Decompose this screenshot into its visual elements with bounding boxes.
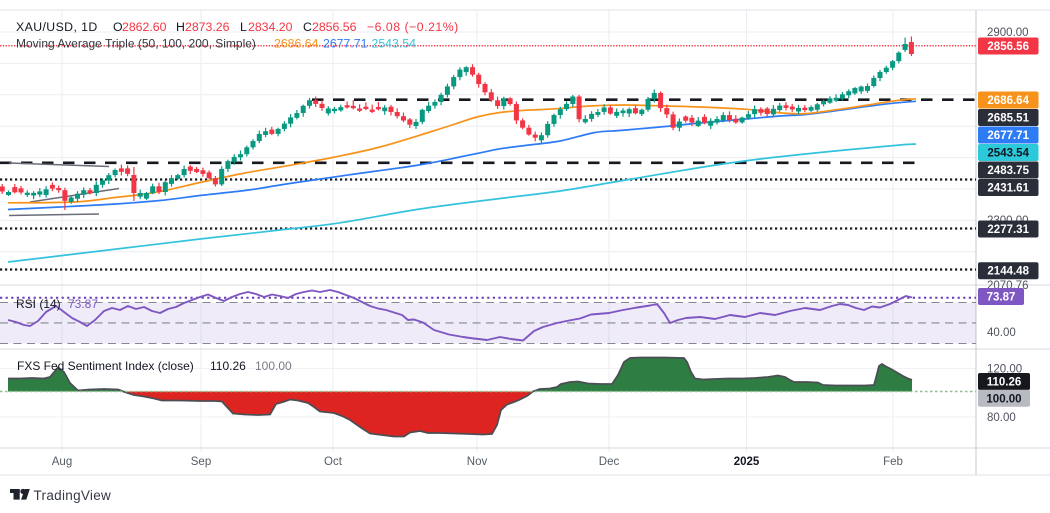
svg-text:Dec: Dec [599,456,620,468]
svg-text:2873.26: 2873.26 [185,20,230,34]
svg-text:Nov: Nov [467,456,488,468]
svg-text:2856.56: 2856.56 [987,41,1029,53]
svg-text:2025: 2025 [734,456,760,468]
svg-text:80.00: 80.00 [987,412,1016,424]
svg-text:O: O [113,20,123,34]
svg-text:2900.00: 2900.00 [987,27,1029,39]
svg-text:2431.61: 2431.61 [987,183,1029,195]
svg-text:2686.64: 2686.64 [274,37,319,51]
svg-text:2144.48: 2144.48 [987,266,1029,278]
svg-text:RSI (14): RSI (14) [16,297,61,311]
svg-text:73.87: 73.87 [68,297,98,311]
svg-text:2677.71: 2677.71 [323,37,368,51]
svg-text:2834.20: 2834.20 [248,20,293,34]
svg-text:Moving Average Triple (50, 100: Moving Average Triple (50, 100, 200, Sim… [16,37,256,51]
svg-text:Sep: Sep [191,456,211,468]
svg-text:120.00: 120.00 [987,364,1022,376]
svg-text:Aug: Aug [52,456,72,468]
svg-text:2677.71: 2677.71 [987,130,1029,142]
svg-text:XAU/USD, 1D: XAU/USD, 1D [16,20,98,34]
svg-text:−6.08 (−0.21%): −6.08 (−0.21%) [367,20,459,34]
svg-text:100.00: 100.00 [255,359,292,373]
svg-text:L: L [240,20,247,34]
svg-text:H: H [176,20,185,34]
svg-text:2543.54: 2543.54 [372,37,417,51]
svg-text:73.87: 73.87 [987,292,1016,304]
svg-text:FXS Fed Sentiment Index (close: FXS Fed Sentiment Index (close) [17,359,194,373]
svg-text:2277.31: 2277.31 [987,224,1029,236]
svg-text:2862.60: 2862.60 [122,20,167,34]
svg-text:TradingView: TradingView [34,488,112,503]
svg-text:100.00: 100.00 [986,393,1021,405]
svg-text:C: C [303,20,312,34]
svg-text:2543.54: 2543.54 [987,148,1029,160]
svg-text:2856.56: 2856.56 [312,20,357,34]
svg-text:110.26: 110.26 [210,359,246,373]
svg-text:110.26: 110.26 [987,377,1022,389]
svg-text:Oct: Oct [324,456,343,468]
svg-text:2483.75: 2483.75 [987,165,1029,177]
svg-text:Feb: Feb [883,456,903,468]
svg-text:2686.64: 2686.64 [987,95,1029,107]
svg-text:2685.51: 2685.51 [987,113,1029,125]
svg-text:40.00: 40.00 [987,327,1016,339]
